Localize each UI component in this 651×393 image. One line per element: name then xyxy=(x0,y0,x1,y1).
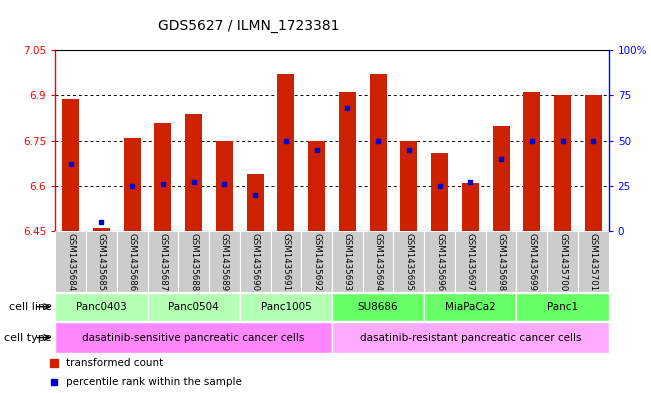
Bar xyxy=(339,92,356,231)
Bar xyxy=(271,231,301,292)
Text: cell type: cell type xyxy=(5,332,52,343)
Text: GDS5627 / ILMN_1723381: GDS5627 / ILMN_1723381 xyxy=(158,18,340,33)
Bar xyxy=(62,99,79,231)
Text: GSM1435688: GSM1435688 xyxy=(189,233,198,291)
Bar xyxy=(493,126,510,231)
Bar xyxy=(400,141,417,231)
Bar xyxy=(148,231,178,292)
Bar xyxy=(516,231,547,292)
Text: dasatinib-sensitive pancreatic cancer cells: dasatinib-sensitive pancreatic cancer ce… xyxy=(83,332,305,343)
Bar xyxy=(332,292,424,321)
Bar xyxy=(240,231,271,292)
Bar xyxy=(240,292,332,321)
Text: GSM1435690: GSM1435690 xyxy=(251,233,260,291)
Bar xyxy=(154,123,171,231)
Text: GSM1435698: GSM1435698 xyxy=(497,233,506,291)
Text: GSM1435700: GSM1435700 xyxy=(558,233,567,291)
Bar xyxy=(148,292,240,321)
Bar xyxy=(247,174,264,231)
Bar xyxy=(332,322,609,353)
Bar xyxy=(462,183,478,231)
Bar xyxy=(332,231,363,292)
Text: GSM1435699: GSM1435699 xyxy=(527,233,536,291)
Bar xyxy=(308,141,325,231)
Text: dasatinib-resistant pancreatic cancer cells: dasatinib-resistant pancreatic cancer ce… xyxy=(359,332,581,343)
Bar xyxy=(55,292,148,321)
Bar xyxy=(178,231,209,292)
Bar xyxy=(55,322,332,353)
Text: Panc0504: Panc0504 xyxy=(169,302,219,312)
Bar xyxy=(486,231,516,292)
Bar xyxy=(86,231,117,292)
Text: SU8686: SU8686 xyxy=(358,302,398,312)
Bar xyxy=(523,92,540,231)
Text: GSM1435692: GSM1435692 xyxy=(312,233,321,291)
Text: Panc1: Panc1 xyxy=(547,302,578,312)
Bar xyxy=(424,231,455,292)
Text: GSM1435687: GSM1435687 xyxy=(158,233,167,291)
Bar xyxy=(55,231,86,292)
Bar xyxy=(424,292,516,321)
Text: GSM1435686: GSM1435686 xyxy=(128,233,137,291)
Text: Panc0403: Panc0403 xyxy=(76,302,127,312)
Text: GSM1435684: GSM1435684 xyxy=(66,233,76,291)
Text: GSM1435693: GSM1435693 xyxy=(343,233,352,291)
Text: GSM1435697: GSM1435697 xyxy=(466,233,475,291)
Text: Panc1005: Panc1005 xyxy=(260,302,311,312)
Text: MiaPaCa2: MiaPaCa2 xyxy=(445,302,495,312)
Bar xyxy=(554,95,571,231)
Text: GSM1435696: GSM1435696 xyxy=(435,233,444,291)
Bar xyxy=(209,231,240,292)
Bar xyxy=(455,231,486,292)
Bar xyxy=(578,231,609,292)
Text: percentile rank within the sample: percentile rank within the sample xyxy=(66,377,242,387)
Text: cell line: cell line xyxy=(9,302,52,312)
Text: GSM1435695: GSM1435695 xyxy=(404,233,413,291)
Bar xyxy=(393,231,424,292)
Bar xyxy=(585,95,602,231)
Bar xyxy=(431,153,448,231)
Text: GSM1435685: GSM1435685 xyxy=(97,233,106,291)
Bar xyxy=(547,231,578,292)
Bar xyxy=(370,74,387,231)
Bar xyxy=(301,231,332,292)
Bar xyxy=(363,231,393,292)
Text: GSM1435694: GSM1435694 xyxy=(374,233,383,291)
Bar xyxy=(117,231,148,292)
Bar xyxy=(216,141,233,231)
Text: GSM1435691: GSM1435691 xyxy=(281,233,290,291)
Bar xyxy=(516,292,609,321)
Text: GSM1435689: GSM1435689 xyxy=(220,233,229,291)
Bar xyxy=(186,114,202,231)
Bar xyxy=(277,74,294,231)
Text: transformed count: transformed count xyxy=(66,358,163,368)
Bar xyxy=(124,138,141,231)
Text: GSM1435701: GSM1435701 xyxy=(589,233,598,291)
Bar xyxy=(93,228,110,231)
